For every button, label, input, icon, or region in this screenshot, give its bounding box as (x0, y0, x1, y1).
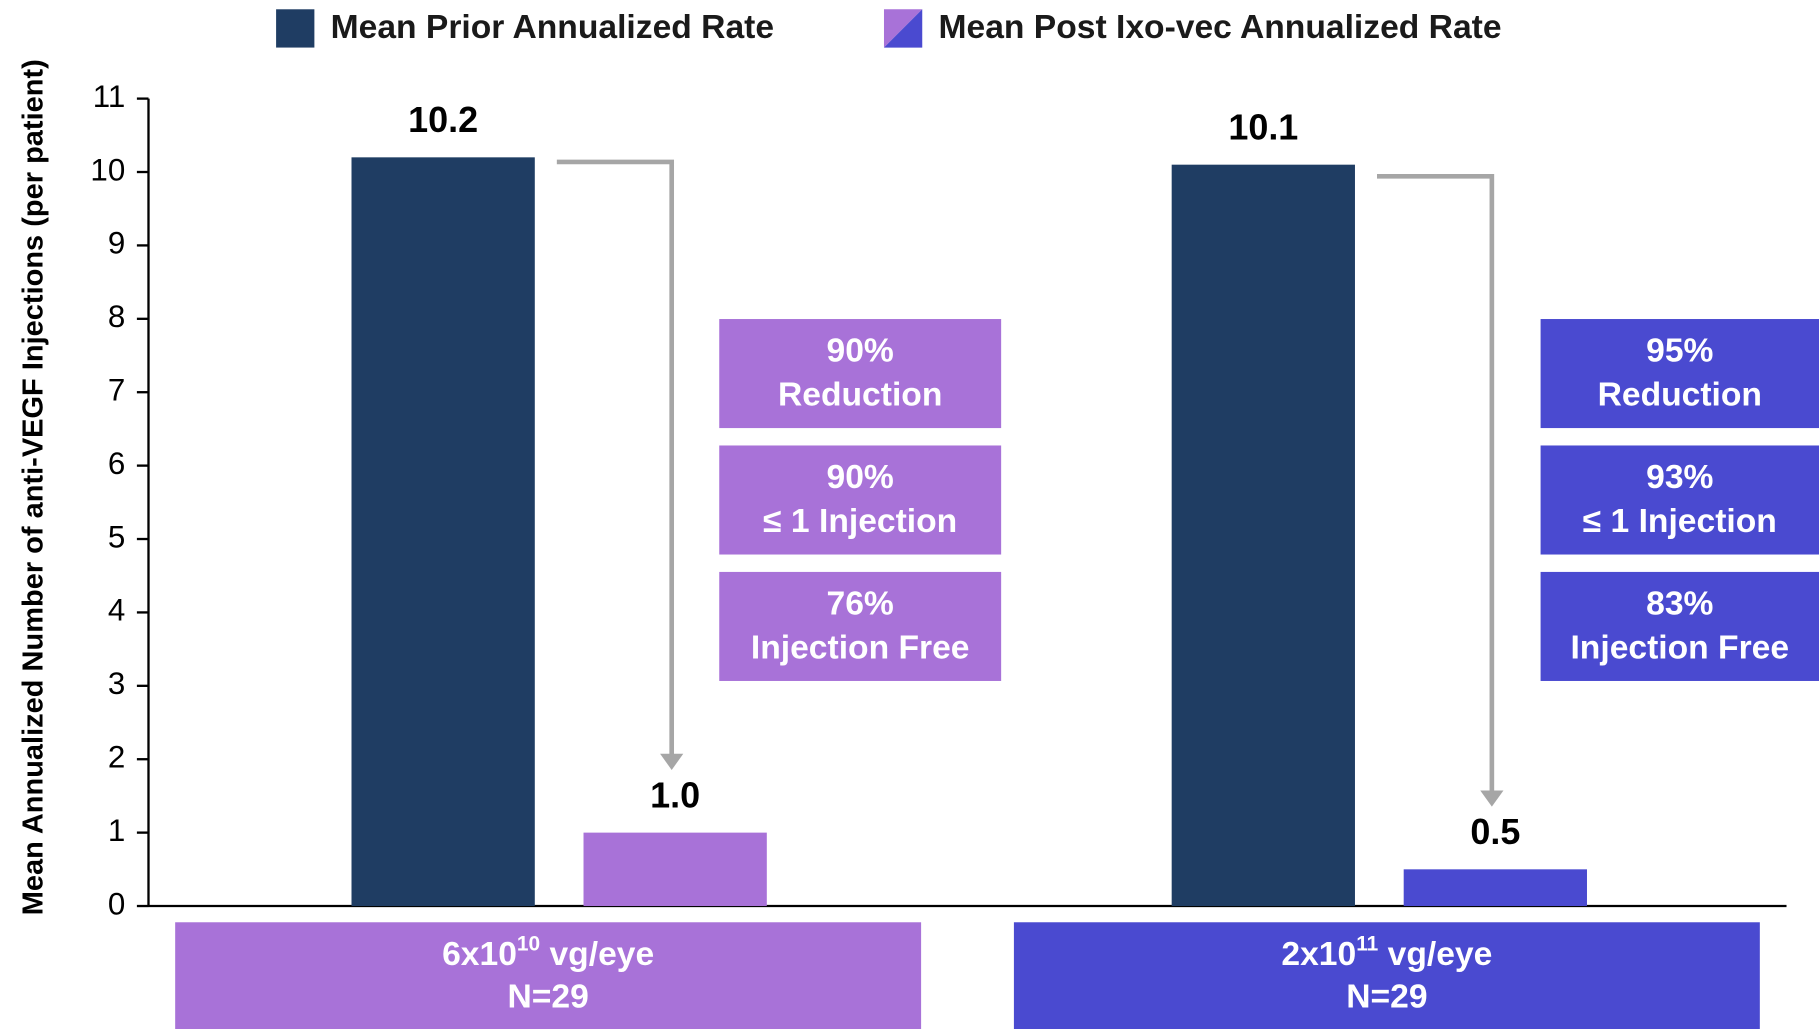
x-tick-label: 6x1010 vg/eye (442, 932, 654, 973)
annotation-text: ≤ 1 Injection (1583, 503, 1777, 540)
annotation-text: 90% (827, 459, 894, 496)
annotation-text: 76% (827, 585, 894, 622)
arrow-head (660, 753, 684, 770)
legend-label: Mean Post Ixo-vec Annualized Rate (939, 9, 1502, 46)
x-tick-label: 2x1011 vg/eye (1281, 932, 1492, 973)
arrow-head (1480, 790, 1504, 807)
legend-swatch (883, 9, 923, 48)
category-exp: 11 (1356, 932, 1378, 955)
category-base: 2x10 (1281, 936, 1356, 973)
legend-label: Mean Prior Annualized Rate (331, 9, 774, 46)
y-tick-label: 7 (108, 372, 125, 407)
arrow (556, 159, 675, 764)
category-n: N=29 (507, 979, 588, 1016)
bar (1403, 869, 1587, 907)
annotation-box (1540, 445, 1819, 555)
y-tick-label: 4 (108, 593, 125, 628)
annotation-box (719, 571, 1002, 681)
bar (351, 157, 535, 907)
bar (583, 832, 767, 907)
annotation-text: Reduction (778, 377, 942, 414)
annotation-text: 93% (1646, 459, 1713, 496)
y-tick-label: 8 (108, 299, 125, 334)
value-label: 10.2 (408, 99, 478, 140)
y-tick-label: 5 (108, 519, 125, 554)
annotation-text: 95% (1646, 333, 1713, 370)
y-tick-label: 11 (93, 79, 126, 114)
y-tick-label: 1 (108, 813, 125, 848)
annotation-text: 83% (1646, 585, 1713, 622)
y-tick-label: 0 (108, 886, 125, 921)
category-box (1013, 922, 1760, 1029)
annotation-text: 90% (827, 333, 894, 370)
category-unit: vg/eye (540, 936, 654, 973)
y-axis-label: Mean Annualized Number of anti-VEGF Inje… (17, 59, 49, 915)
bar (1171, 164, 1355, 907)
value-label: 0.5 (1470, 811, 1520, 852)
annotation-box (719, 319, 1002, 429)
legend-swatch (276, 9, 315, 48)
category-exp: 10 (517, 932, 540, 955)
category-base: 6x10 (442, 936, 517, 973)
annotation-text: Reduction (1598, 377, 1762, 414)
annotation-box (1540, 319, 1819, 429)
y-tick-label: 3 (108, 666, 125, 701)
value-label: 1.0 (650, 774, 700, 815)
annotation-text: Injection Free (1570, 630, 1789, 667)
arrow (1377, 173, 1495, 800)
y-tick-label: 10 (90, 152, 125, 187)
y-tick-label: 9 (108, 226, 125, 261)
category-n: N=29 (1346, 979, 1427, 1016)
annotation-box (1540, 571, 1819, 681)
annotation-text: Injection Free (751, 630, 970, 667)
category-box (175, 922, 922, 1029)
annotation-text: ≤ 1 Injection (763, 503, 957, 540)
y-tick-label: 2 (108, 740, 125, 775)
category-unit: vg/eye (1378, 936, 1492, 973)
annotation-box (719, 445, 1002, 555)
y-tick-label: 6 (108, 446, 125, 481)
value-label: 10.1 (1228, 106, 1298, 147)
